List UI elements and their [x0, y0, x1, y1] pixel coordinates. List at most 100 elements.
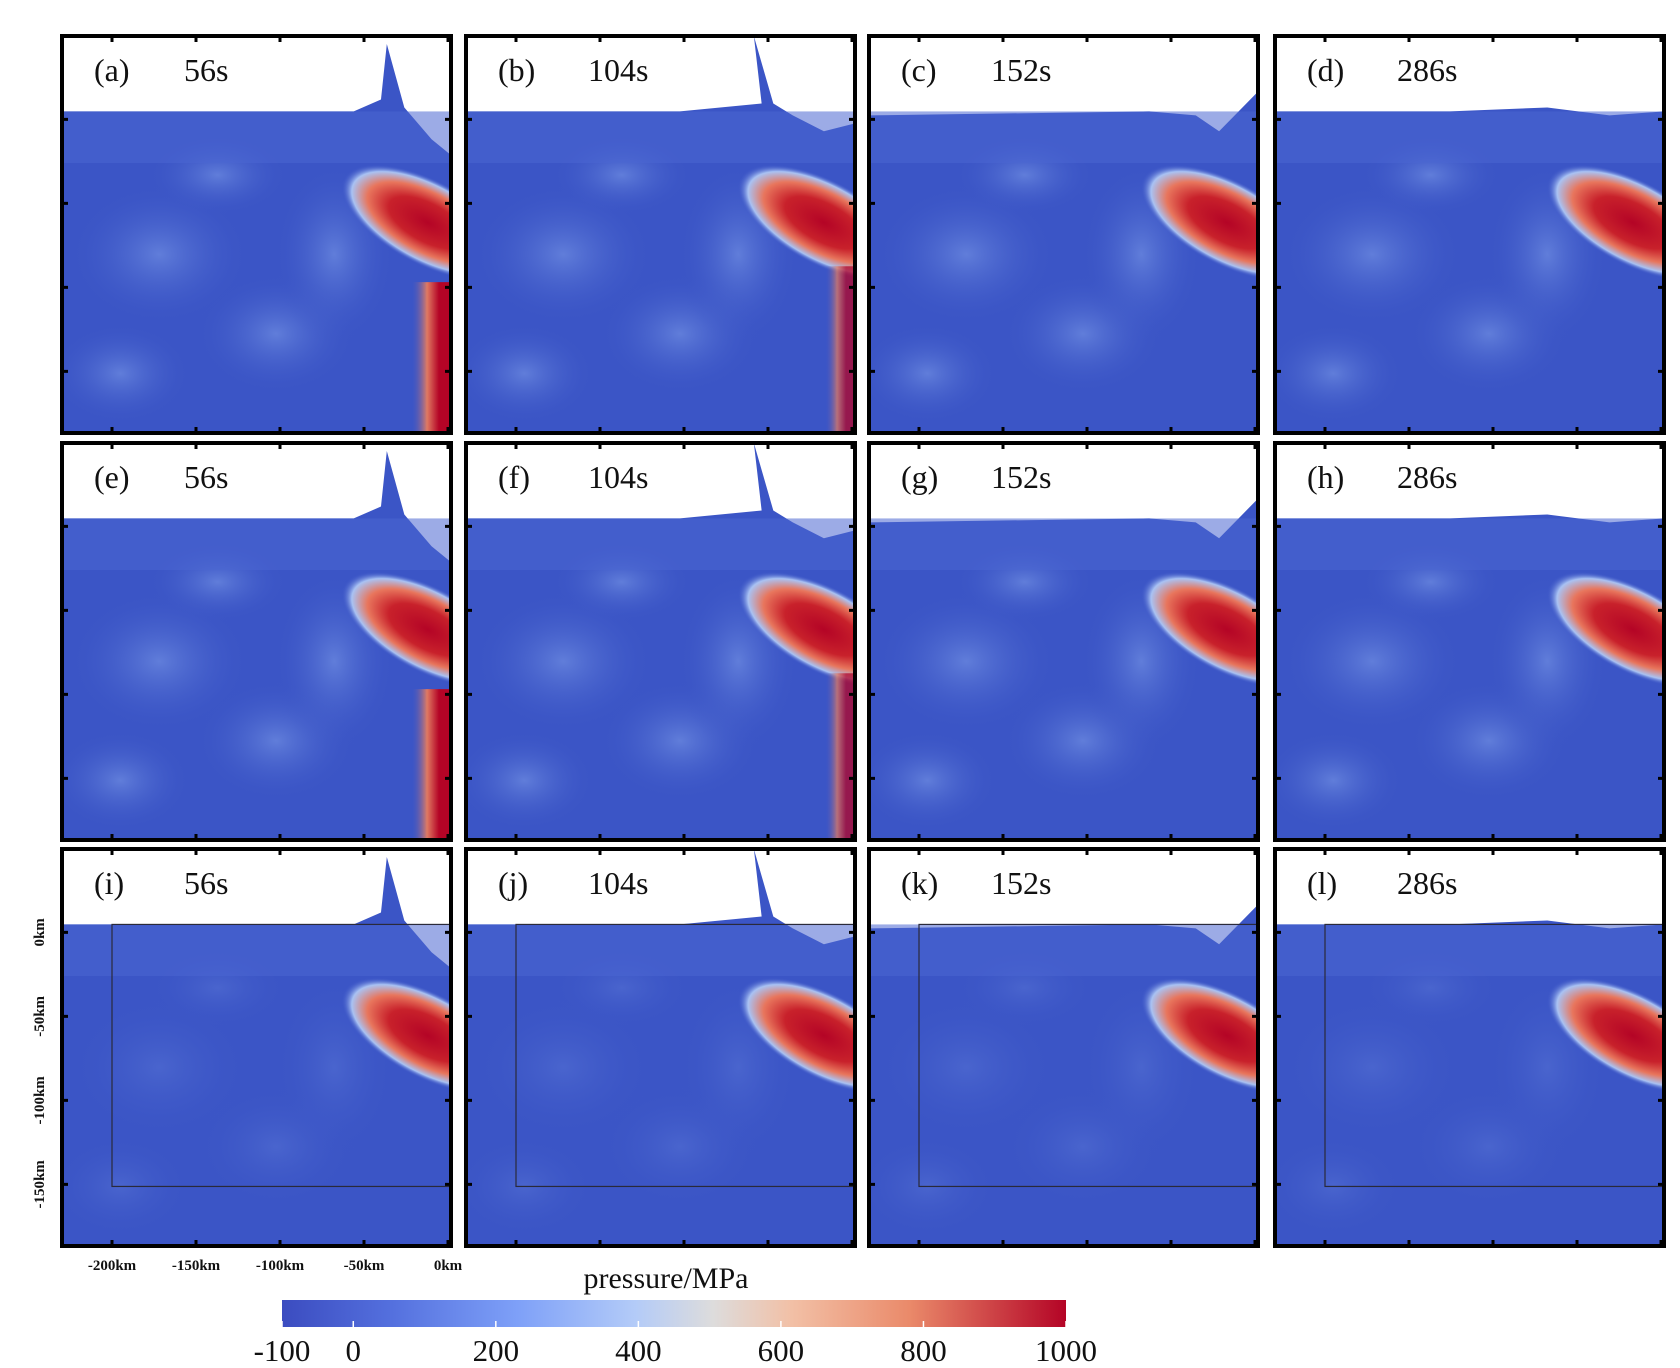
crust-layer — [869, 518, 1258, 571]
domain-outline — [918, 923, 1258, 1188]
y-tick-label: -150km — [32, 1160, 48, 1209]
field-variation — [1282, 184, 1463, 325]
panel: (f) 104s — [464, 441, 857, 842]
panel-label: (l) — [1307, 865, 1337, 901]
panel: (a) 56s — [60, 34, 453, 435]
panel: (j) 104s — [464, 847, 857, 1248]
field-variation — [473, 997, 654, 1138]
field-variation — [62, 323, 191, 424]
crust-layer — [1275, 111, 1664, 164]
high-pressure-zone — [737, 164, 855, 281]
field-variation — [466, 730, 595, 831]
panel-time: 286s — [1397, 52, 1457, 88]
x-tick-label: 0km — [434, 1258, 463, 1274]
panel-time: 286s — [1397, 459, 1457, 495]
crust-layer — [62, 518, 451, 571]
panel-label: (k) — [901, 865, 938, 901]
y-tick-label: -100km — [32, 1076, 48, 1125]
field-variation — [69, 184, 250, 325]
high-pressure-zone — [1140, 164, 1258, 281]
surface-air-region — [466, 849, 855, 945]
panel: (d) 286s — [1273, 34, 1666, 435]
field-variation — [1275, 730, 1404, 831]
panel-label: (b) — [498, 52, 535, 88]
deep-pressure-band — [825, 266, 855, 433]
panel: (b) 104s — [464, 34, 857, 435]
colorbar-tick-label: 400 — [615, 1333, 662, 1368]
x-tick-label: -150km — [172, 1258, 221, 1274]
panel-label: (h) — [1307, 459, 1344, 495]
panel-label: (g) — [901, 459, 938, 495]
domain-outline — [111, 923, 451, 1188]
high-pressure-zone — [1140, 977, 1258, 1094]
field-variation — [473, 184, 654, 325]
panel-time: 152s — [991, 459, 1051, 495]
panel-frame — [464, 847, 857, 1248]
field-variation — [1275, 323, 1404, 424]
high-pressure-zone — [1140, 571, 1258, 688]
surface-air-region — [62, 36, 451, 156]
surface-air-region — [466, 443, 855, 539]
crust-layer — [62, 111, 451, 164]
y-tick-label: -50km — [32, 995, 48, 1036]
panel-label: (i) — [94, 865, 124, 901]
panel-time: 152s — [991, 52, 1051, 88]
panel-frame — [464, 441, 857, 842]
panel-time: 56s — [184, 52, 228, 88]
field-variation — [869, 730, 998, 831]
crust-layer — [869, 924, 1258, 977]
panel-time: 104s — [588, 865, 648, 901]
crust-layer — [869, 111, 1258, 164]
crust-layer — [466, 924, 855, 977]
surface-air-region — [466, 36, 855, 132]
x-tick-label: -200km — [88, 1258, 137, 1274]
panel-time: 56s — [184, 865, 228, 901]
panel-label: (c) — [901, 52, 937, 88]
panel: (g) 152s — [867, 441, 1260, 842]
panel-label: (d) — [1307, 52, 1344, 88]
surface-air-region — [62, 443, 451, 563]
panel-time: 104s — [588, 459, 648, 495]
high-pressure-zone — [1546, 164, 1664, 281]
panel-frame — [60, 441, 453, 842]
colorbar-tick-label: 1000 — [1035, 1333, 1097, 1368]
deep-pressure-band — [411, 689, 451, 840]
panel-label: (f) — [498, 459, 530, 495]
high-pressure-zone — [1546, 977, 1664, 1094]
panel-frame — [1273, 847, 1666, 1248]
colorbar-tick-label: 200 — [473, 1333, 520, 1368]
crust-layer — [1275, 924, 1664, 977]
panel-time: 152s — [991, 865, 1051, 901]
panel-label: (e) — [94, 459, 130, 495]
surface-air-region — [869, 443, 1258, 539]
field-variation — [1282, 591, 1463, 732]
colorbar-tick-label: -100 — [254, 1333, 311, 1368]
crust-layer — [62, 924, 451, 977]
surface-air-region — [869, 36, 1258, 132]
panel: (e) 56s — [60, 441, 453, 842]
panel-frame — [1273, 34, 1666, 435]
high-pressure-zone — [341, 571, 451, 688]
panel-frame — [1273, 441, 1666, 842]
panel-frame — [60, 34, 453, 435]
field-variation — [869, 323, 998, 424]
high-pressure-zone — [1546, 571, 1664, 688]
field-variation — [466, 323, 595, 424]
colorbar-tick-label: 0 — [346, 1333, 362, 1368]
surface-air-region — [869, 849, 1258, 945]
x-tick-label: -100km — [256, 1258, 305, 1274]
panel-frame — [867, 847, 1260, 1248]
surface-air-region — [62, 849, 451, 969]
panel: (c) 152s — [867, 34, 1260, 435]
panel-frame — [60, 847, 453, 1248]
panels-layer: (a) 56s (b) 104s (c) 152s (d) 286s (e) 56s (f) 104s… — [60, 34, 1666, 1248]
panel-time: 56s — [184, 459, 228, 495]
panel-frame — [867, 441, 1260, 842]
surface-air-region — [1275, 443, 1664, 523]
panel: (i) 56s — [60, 847, 453, 1248]
field-variation — [876, 184, 1057, 325]
panel-label: (a) — [94, 52, 130, 88]
axes-layer: -200km -150km -100km -50km 0km 0km -50km -100km… — [32, 918, 463, 1274]
colorbar-tick-label: 600 — [758, 1333, 805, 1368]
field-variation — [876, 997, 1057, 1138]
